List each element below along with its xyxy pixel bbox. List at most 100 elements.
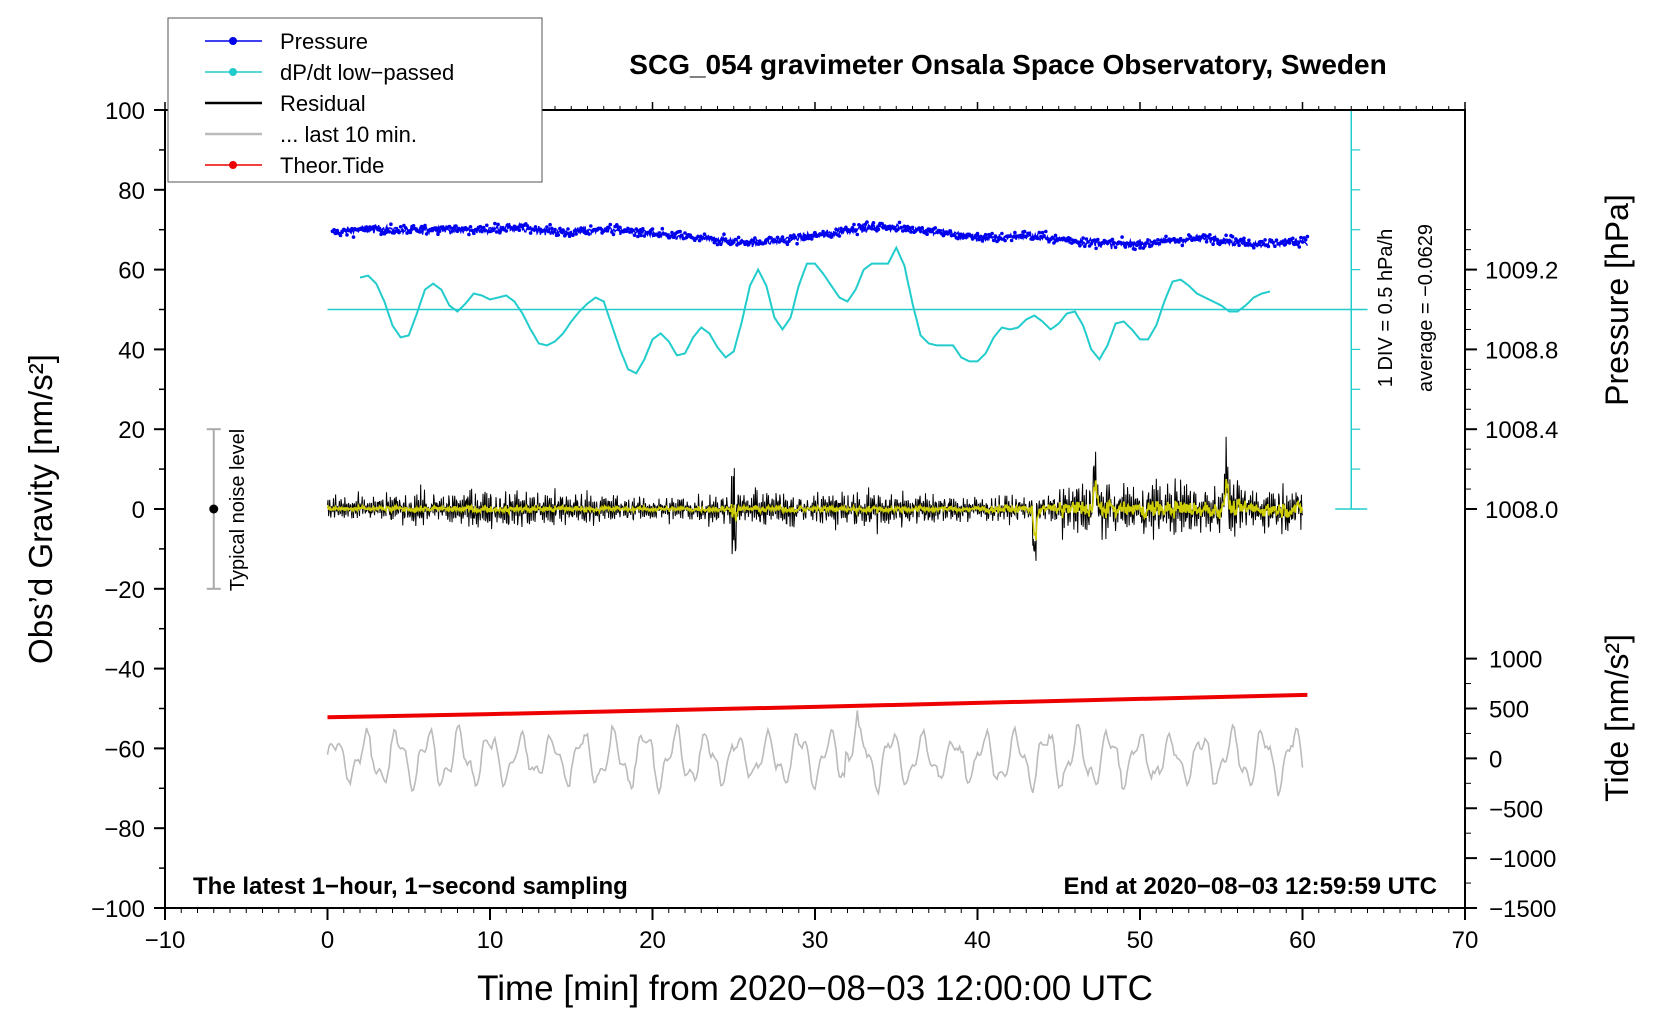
pressure-point: [1078, 243, 1082, 248]
pressure-point: [909, 230, 913, 234]
x-tick-label: 70: [1452, 927, 1479, 954]
pressure-point: [650, 227, 655, 231]
pressure-point: [1297, 245, 1302, 249]
x-axis-label: Time [min] from 2020−08−03 12:00:00 UTC: [477, 969, 1153, 1008]
pressure-point: [351, 235, 356, 239]
pressure-point: [589, 224, 593, 228]
pressure-point: [1305, 234, 1310, 239]
x-tick-label: 30: [802, 927, 829, 954]
legend-label: Theor.Tide: [280, 153, 384, 178]
pressure-point: [1287, 241, 1292, 245]
pressure-point: [548, 222, 552, 227]
pressure-point: [736, 235, 741, 240]
pressure-point: [1237, 243, 1241, 247]
left-y-tick-label: −80: [104, 816, 145, 843]
pressure-point: [1156, 238, 1160, 242]
pressure-point: [769, 236, 773, 240]
pressure-point: [398, 225, 403, 229]
residual-smoothed-series: [326, 478, 1304, 541]
pressure-point: [1044, 229, 1048, 234]
x-tick-label: 10: [477, 927, 504, 954]
pressure-point: [1303, 238, 1308, 242]
pressure-point: [436, 232, 440, 236]
pressure-tick-label: 1008.8: [1485, 337, 1558, 364]
right-y-axis: 1008.0 1008.4 1008.8 1009.2 −1500 −1000 −500 0 5…: [1465, 229, 1558, 923]
tide-tick-label: −1000: [1489, 846, 1556, 873]
pressure-point: [697, 238, 702, 243]
pressure-point: [485, 223, 489, 228]
pressure-point: [1000, 231, 1004, 236]
pressure-point: [978, 234, 983, 239]
pressure-line: [332, 221, 1309, 250]
pressure-point: [408, 230, 413, 235]
left-y-tick-label: −100: [91, 896, 145, 923]
left-y-tick-label: −40: [104, 657, 145, 684]
pressure-point: [1094, 246, 1098, 251]
pressure-point: [449, 226, 453, 230]
pressure-point: [494, 230, 499, 234]
pressure-point: [639, 233, 643, 238]
tide-tick-label: −500: [1489, 796, 1543, 823]
pressure-point: [1081, 236, 1085, 240]
pressure-point: [852, 222, 856, 227]
pressure-point: [611, 232, 616, 237]
left-y-axis: −100 −80 −60 −40 −20 0 20 40 60 80 100: [91, 98, 165, 923]
pressure-point: [1230, 235, 1235, 239]
pressure-point: [1224, 233, 1228, 238]
pressure-point: [865, 220, 869, 224]
last-10-min-series: [326, 710, 1304, 797]
left-y-tick-label: 20: [118, 417, 145, 444]
pressure-point: [702, 232, 707, 236]
pressure-point: [839, 226, 843, 231]
pressure-point: [467, 232, 471, 237]
bottom-right-annotation: End at 2020−08−03 12:59:59 UTC: [1063, 873, 1437, 900]
legend: Pressure dP/dt low−passed Residual ... last…: [167, 17, 543, 183]
dpdt-scale-label: 1 DIV = 0.5 hPa/h: [1375, 229, 1397, 387]
pressure-point: [678, 229, 682, 234]
left-y-tick-label: 40: [118, 337, 145, 364]
pressure-point: [468, 225, 473, 229]
pressure-point: [1120, 235, 1124, 239]
legend-label: dP/dt low−passed: [280, 60, 454, 85]
legend-label: ... last 10 min.: [280, 122, 417, 147]
x-axis: −10 0 10 20 30 40 50 60 70: [145, 908, 1479, 954]
left-y-tick-label: 60: [118, 258, 145, 285]
dpdt-average-label: average = −0.0629: [1415, 224, 1437, 392]
pressure-point: [345, 233, 349, 237]
noise-bar: [206, 428, 221, 590]
pressure-point: [636, 234, 640, 239]
pressure-point: [1040, 230, 1045, 235]
pressure-point: [411, 224, 416, 228]
left-y-axis-label: Obs’d Gravity [nm/s²]: [22, 354, 59, 664]
pressure-point: [1133, 247, 1137, 252]
chart-title: SCG_054 gravimeter Onsala Space Observat…: [629, 49, 1386, 80]
legend-box: [167, 17, 543, 183]
pressure-point: [1013, 230, 1017, 235]
pressure-point: [910, 225, 915, 230]
pressure-point: [587, 232, 591, 236]
pressure-point: [1273, 244, 1277, 248]
pressure-series: [330, 220, 1310, 252]
left-y-tick-label: 80: [118, 178, 145, 205]
pressure-point: [566, 227, 570, 231]
x-tick-label: 40: [964, 927, 991, 954]
bottom-left-annotation: The latest 1−hour, 1−second sampling: [193, 873, 628, 900]
pressure-point: [1037, 230, 1042, 235]
x-tick-label: 60: [1289, 927, 1316, 954]
pressure-point: [933, 226, 938, 230]
pressure-point: [897, 220, 902, 225]
pressure-axis-label: Pressure [hPa]: [1599, 194, 1635, 406]
pressure-point: [1188, 234, 1193, 239]
pressure-point: [1009, 238, 1014, 243]
x-tick-label: 20: [639, 927, 666, 954]
dpdt-series: [359, 245, 1271, 375]
pressure-point: [493, 221, 497, 226]
pressure-point: [424, 232, 429, 236]
pressure-point: [1208, 233, 1212, 237]
pressure-point: [1110, 237, 1115, 242]
legend-marker: [229, 37, 237, 45]
pressure-point: [990, 231, 994, 236]
x-tick-label: 50: [1127, 927, 1154, 954]
pressure-point: [780, 235, 785, 239]
